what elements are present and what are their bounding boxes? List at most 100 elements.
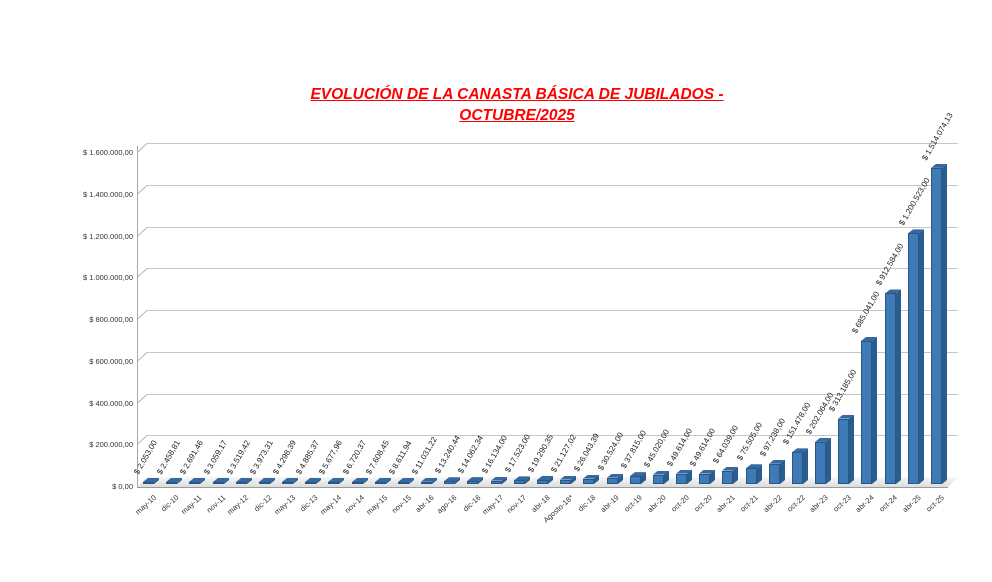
x-axis-label: may-14 <box>318 493 343 517</box>
gridline <box>147 310 958 311</box>
bar <box>583 478 594 484</box>
bar-top-face <box>838 414 854 419</box>
bar <box>908 233 919 484</box>
bar-side-face <box>363 478 368 484</box>
bar-side-face <box>247 478 252 484</box>
x-axis-label: nov-15 <box>389 493 413 516</box>
bar-side-face <box>942 164 947 484</box>
chart-title: EVOLUCIÓN DE LA CANASTA BÁSICA DE JUBILA… <box>132 84 902 126</box>
bar-value-label: $ 685.041,00 <box>850 290 882 335</box>
bar <box>607 477 618 484</box>
bar <box>213 482 224 484</box>
bar-top-face <box>815 437 831 442</box>
bar-top-face <box>143 478 159 482</box>
bar-top-face <box>722 466 738 471</box>
bar <box>282 482 293 484</box>
x-axis-label: oct-19 <box>622 493 645 514</box>
bar-side-face <box>757 464 762 484</box>
bar <box>630 476 641 484</box>
bar-side-face <box>548 476 553 484</box>
x-axis-label: may-17 <box>480 493 506 517</box>
bar <box>885 293 896 484</box>
bar-top-face <box>653 470 669 475</box>
y-axis-label: $ 400.000,00 <box>89 398 133 408</box>
bar-top-face <box>421 477 437 482</box>
bar-side-face <box>803 448 808 484</box>
gridline-3d-kick <box>136 184 148 195</box>
bar-side-face <box>780 460 785 484</box>
x-axis-label: may-13 <box>272 493 297 517</box>
x-axis-label: may-12 <box>225 493 251 517</box>
bar <box>746 468 757 484</box>
x-axis-label: dic-18 <box>576 493 598 514</box>
bar <box>259 482 270 484</box>
gridline <box>147 143 958 144</box>
bar-side-face <box>200 478 205 484</box>
x-axis-label: dic-13 <box>298 493 320 514</box>
bar-top-face <box>792 448 808 453</box>
bar-top-face <box>514 476 530 481</box>
x-axis-label: oct-20 <box>669 493 691 514</box>
bar-value-label: $ 1.514.074,13 <box>920 111 955 162</box>
bar <box>398 482 409 484</box>
bar <box>236 482 247 484</box>
x-axis-label: dic-16 <box>460 493 483 514</box>
gridline <box>147 184 958 186</box>
bar <box>815 441 826 484</box>
bar-side-face <box>432 478 437 484</box>
bar <box>305 482 316 484</box>
bar <box>537 479 548 484</box>
gridline-3d-kick <box>136 351 148 362</box>
bar <box>676 473 687 484</box>
bar-top-face <box>328 478 344 482</box>
bar-side-face <box>919 229 924 484</box>
bar <box>653 474 664 484</box>
bar <box>722 470 733 484</box>
bar-top-face <box>676 469 692 474</box>
bar-value-label: $ 912.584,00 <box>874 242 906 288</box>
bar-top-face <box>607 473 623 478</box>
bar-top-face <box>305 478 321 482</box>
bar-top-face <box>769 459 785 464</box>
gridline <box>147 268 958 270</box>
bar <box>467 481 478 484</box>
bar-top-face <box>352 478 368 482</box>
x-axis-label: nov-11 <box>204 493 228 515</box>
x-axis-label: oct-21 <box>738 493 761 514</box>
bar-side-face <box>502 477 507 484</box>
bar-side-face <box>664 471 669 484</box>
bar-top-face <box>630 472 646 477</box>
bar-top-face <box>375 478 391 482</box>
x-axis-label: may-10 <box>133 493 158 517</box>
bar-top-face <box>236 478 252 482</box>
x-axis-label: oct-22 <box>784 493 807 514</box>
gridline-3d-kick <box>136 435 148 446</box>
y-axis-label: $ 0,00 <box>112 482 133 491</box>
x-axis-label: abr-19 <box>598 493 622 515</box>
bar <box>560 479 571 484</box>
gridline <box>147 226 958 228</box>
bar-side-face <box>618 474 623 484</box>
y-axis-line <box>137 146 138 487</box>
x-axis-label: ago-16 <box>435 493 459 516</box>
bar-top-face <box>444 477 460 482</box>
gridline-3d-kick <box>136 393 148 404</box>
bar-side-face <box>872 337 877 484</box>
gridline-3d-kick <box>136 226 148 237</box>
bar-top-face <box>885 289 901 294</box>
bar <box>375 482 386 484</box>
bar <box>328 482 339 484</box>
y-axis-label: $ 1.200.000,00 <box>82 231 133 241</box>
bar <box>444 481 455 484</box>
x-axis-label: abr-16 <box>413 493 436 515</box>
bar-top-face <box>560 475 576 480</box>
x-axis-label: oct-24 <box>877 493 900 514</box>
y-axis-label: $ 600.000,00 <box>89 356 133 366</box>
bar-value-label: $ 313.185,00 <box>827 367 859 413</box>
bar-side-face <box>224 478 229 484</box>
bar-top-face <box>908 229 924 234</box>
gridline <box>147 393 958 395</box>
bar-top-face <box>699 469 715 474</box>
bar-top-face <box>746 464 762 469</box>
